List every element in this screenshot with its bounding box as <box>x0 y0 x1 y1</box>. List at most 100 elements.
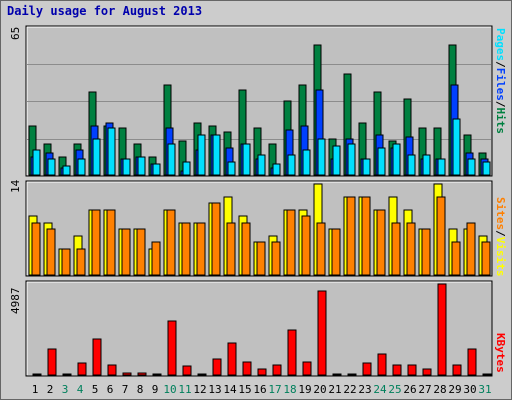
sites-bar <box>31 222 41 276</box>
sites-bar <box>286 209 296 276</box>
pages-bar <box>392 143 401 176</box>
x-tick-label: 10 <box>163 383 176 396</box>
sites-bar <box>316 222 326 276</box>
pages-bar <box>467 158 476 176</box>
x-tick-label: 21 <box>328 383 341 396</box>
kbytes-bar <box>107 364 117 376</box>
kbytes-bar <box>407 364 417 376</box>
x-tick-label: 26 <box>403 383 416 396</box>
pages-bar <box>422 154 431 176</box>
x-tick-label: 17 <box>268 383 281 396</box>
x-tick-label: 19 <box>298 383 311 396</box>
pages-bar <box>317 138 326 176</box>
x-tick-label: 7 <box>122 383 129 396</box>
x-tick-label: 25 <box>388 383 401 396</box>
pages-bar <box>212 134 221 176</box>
pages-bar <box>152 163 161 176</box>
kbytes-bar <box>182 365 192 376</box>
x-tick-label: 6 <box>107 383 114 396</box>
x-tick-label: 18 <box>283 383 296 396</box>
kbytes-bar <box>242 361 252 376</box>
sites-bar <box>436 196 446 276</box>
pages-bar <box>62 165 71 176</box>
sites-bar <box>346 196 356 276</box>
pages-bar <box>332 145 341 176</box>
sites-bar <box>181 222 191 276</box>
sites-bar <box>61 248 71 276</box>
kbytes-bar <box>227 342 237 376</box>
sites-bar <box>271 241 281 276</box>
sites-bar <box>361 196 371 276</box>
sites-bar <box>241 222 251 276</box>
kbytes-bar <box>137 372 147 376</box>
sites-bar <box>91 209 101 276</box>
x-tick-label: 5 <box>92 383 99 396</box>
sites-bar <box>76 248 86 276</box>
x-tick-label: 1 <box>32 383 39 396</box>
x-tick-label: 15 <box>238 383 251 396</box>
kbytes-bar <box>47 348 57 376</box>
pages-bar <box>197 134 206 176</box>
chart-title: Daily usage for August 2013 <box>7 4 203 18</box>
x-tick-label: 16 <box>253 383 266 396</box>
pages-bar <box>242 143 251 176</box>
x-tick-label: 8 <box>137 383 144 396</box>
kbytes-bar <box>167 320 177 376</box>
sites-bar <box>166 209 176 276</box>
pages-bar <box>122 158 131 176</box>
x-tick-label: 9 <box>152 383 159 396</box>
sites-bar <box>151 241 161 276</box>
kbytes-bar <box>347 373 357 376</box>
x-tick-label: 31 <box>478 383 491 396</box>
x-tick-label: 14 <box>223 383 237 396</box>
x-tick-label: 23 <box>358 383 371 396</box>
x-tick-label: 22 <box>343 383 356 396</box>
pages-bar <box>437 158 446 176</box>
pages-bar <box>77 158 86 176</box>
sites-bar <box>376 209 386 276</box>
sites-bar <box>421 228 431 276</box>
pages-bar <box>47 158 56 176</box>
kbytes-bar <box>422 368 432 376</box>
pages-bar <box>482 161 491 176</box>
kbytes-bar <box>287 329 297 376</box>
kbytes-bar <box>122 372 132 376</box>
sites-bar <box>196 222 206 276</box>
sites-bar <box>136 228 146 276</box>
pages-bar <box>137 156 146 176</box>
x-tick-label: 13 <box>208 383 221 396</box>
pages-bar <box>302 149 311 176</box>
sites-bar <box>301 215 311 276</box>
sites-bar <box>481 241 491 276</box>
x-tick-label: 30 <box>463 383 476 396</box>
x-tick-label: 12 <box>193 383 206 396</box>
kbytes-bar <box>62 373 72 376</box>
kbytes-bar <box>77 362 87 376</box>
kbytes-bar <box>152 373 162 376</box>
kbytes-bar <box>302 361 312 376</box>
kbytes-bar <box>92 338 102 376</box>
sites-bar <box>331 228 341 276</box>
sites-bar <box>391 222 401 276</box>
sites-bar <box>226 222 236 276</box>
kbytes-bar <box>197 373 207 376</box>
x-tick-label: 2 <box>47 383 54 396</box>
pages-bar <box>32 149 41 176</box>
x-tick-label: 27 <box>418 383 431 396</box>
kbytes-bar <box>272 364 282 376</box>
pages-bar <box>347 143 356 176</box>
sites-bar <box>406 222 416 276</box>
kbytes-bar <box>437 283 447 376</box>
pages-bar <box>182 161 191 176</box>
pages-bar <box>407 154 416 176</box>
pages-bar <box>92 138 101 176</box>
kbytes-bar <box>32 373 42 376</box>
kbytes-bar <box>467 348 477 376</box>
pages-bar <box>452 118 461 176</box>
kbytes-bar <box>317 290 327 376</box>
pages-bar <box>107 127 116 176</box>
sites-bar <box>256 241 266 276</box>
sites-bar <box>106 209 116 276</box>
plot-area-volume <box>25 280 493 377</box>
x-tick-label: 29 <box>448 383 461 396</box>
